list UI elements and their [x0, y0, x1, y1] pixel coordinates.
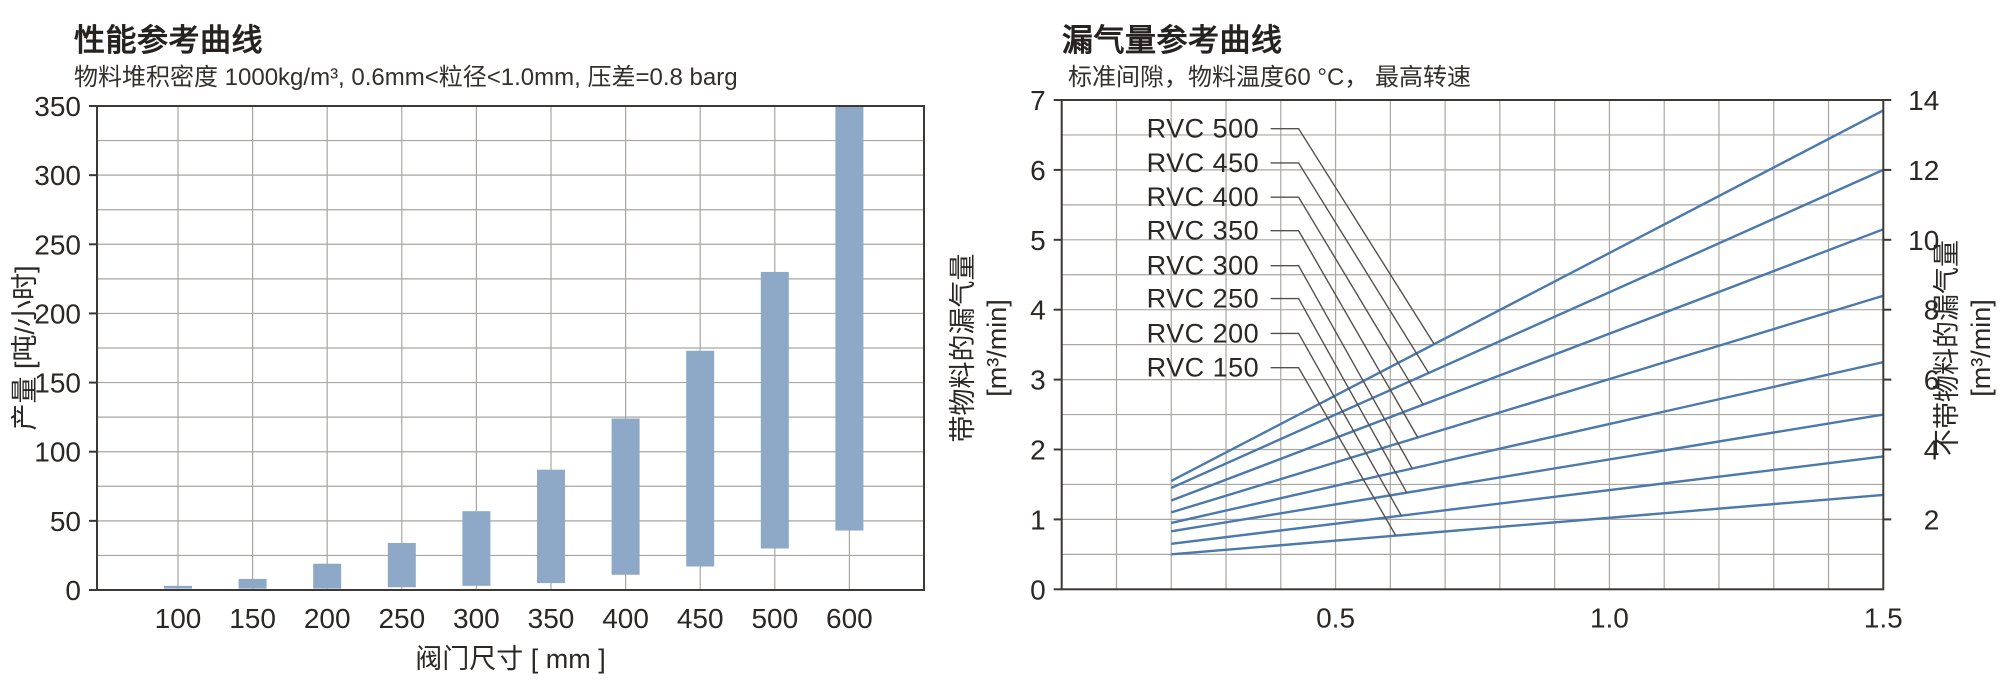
x-tick-label: 0.5 [1316, 602, 1355, 633]
leader-line [1270, 367, 1397, 536]
x-tick-label: 450 [677, 603, 724, 634]
series-line-rvc-400 [1170, 228, 1884, 502]
leakage-chart-subtitle: 标准间隙，物料温度60 °C， 最高转速 [1068, 64, 1471, 91]
bar-500 [760, 271, 789, 549]
y-right-tick-label: 2 [1924, 504, 1940, 535]
performance-chart-subtitle: 物料堆积密度 1000kg/m³, 0.6mm<粒径<1.0mm, 压差=0.8… [74, 64, 738, 91]
x-tick-label: 1.0 [1590, 602, 1629, 633]
series-line-rvc-350 [1170, 294, 1884, 514]
series-label-rvc-450: RVC 450 [1147, 148, 1260, 178]
leader-line [1270, 162, 1430, 374]
leader-line [1270, 264, 1413, 469]
x-axis-title: 阀门尺寸 [ mm ] [415, 644, 606, 674]
bar-400 [611, 418, 640, 575]
y-left-tick-label: 5 [1030, 225, 1046, 256]
bar-150 [238, 578, 267, 589]
y-right-tick-label: 10 [1908, 225, 1939, 256]
x-tick-label: 600 [826, 603, 873, 634]
y-left-tick-label: 7 [1030, 85, 1046, 116]
series-label-rvc-500: RVC 500 [1147, 114, 1260, 144]
series-label-rvc-200: RVC 200 [1147, 318, 1260, 348]
y-left-tick-label: 4 [1030, 295, 1046, 326]
y-left-axis-title-unit: [m³/min] [982, 299, 1012, 397]
y-left-tick-label: 1 [1030, 504, 1046, 535]
x-tick-label: 1.5 [1864, 602, 1903, 633]
y-right-axis-title-unit: [m³/min] [1966, 299, 1996, 397]
y-left-axis-title: 带物料的漏气量 [948, 254, 978, 443]
y-tick-label: 250 [34, 229, 81, 260]
bar-250 [387, 542, 416, 588]
y-tick-label: 100 [34, 437, 81, 468]
performance-chart-title: 性能参考曲线 [74, 23, 263, 58]
y-tick-label: 350 [34, 91, 81, 122]
series-label-rvc-300: RVC 300 [1147, 251, 1260, 281]
x-tick-label: 350 [528, 603, 575, 634]
x-tick-label: 250 [378, 603, 425, 634]
series-label-rvc-350: RVC 350 [1147, 216, 1260, 246]
series-line-rvc-300 [1170, 360, 1884, 525]
series-label-rvc-400: RVC 400 [1147, 182, 1260, 212]
y-right-tick-label: 8 [1924, 295, 1940, 326]
bar-600 [835, 106, 864, 531]
leader-line [1270, 196, 1424, 405]
y-axis-title: 产量 [吨/小时] [10, 265, 40, 430]
bar-450 [686, 350, 715, 567]
x-tick-label: 300 [453, 603, 500, 634]
y-tick-label: 50 [50, 506, 81, 537]
y-left-tick-label: 6 [1030, 155, 1046, 186]
series-line-rvc-200 [1171, 455, 1884, 546]
x-tick-label: 100 [155, 603, 202, 634]
bar-100 [164, 585, 192, 589]
leader-line [1270, 332, 1402, 516]
x-tick-label: 500 [751, 603, 798, 634]
series-label-rvc-150: RVC 150 [1147, 353, 1260, 383]
y-tick-label: 300 [34, 160, 81, 191]
bar-350 [537, 469, 565, 584]
y-tick-label: 0 [65, 575, 81, 606]
y-right-tick-label: 6 [1924, 365, 1940, 396]
x-tick-label: 200 [304, 603, 351, 634]
y-right-axis-title: 不带物料的漏气量 [1932, 240, 1962, 456]
y-tick-label: 200 [34, 298, 81, 329]
y-left-tick-label: 0 [1030, 574, 1046, 605]
bar-300 [462, 511, 491, 586]
series-line-rvc-500 [1170, 109, 1884, 483]
x-tick-label: 150 [229, 603, 276, 634]
leader-line [1270, 297, 1408, 494]
y-right-tick-label: 14 [1908, 85, 1939, 116]
series-line-rvc-150 [1171, 493, 1884, 556]
y-tick-label: 150 [34, 368, 81, 399]
bar-200 [313, 563, 342, 589]
y-left-tick-label: 2 [1030, 435, 1046, 466]
leader-line [1270, 230, 1419, 438]
performance-chart-plot: 0 50 100 150 200 250 300 350 100 150 200 250 300 350 4… [10, 91, 925, 674]
y-right-tick-label: 4 [1924, 435, 1940, 466]
leakage-chart-title: 漏气量参考曲线 [1062, 23, 1283, 58]
y-right-tick-label: 12 [1908, 155, 1939, 186]
series-line-rvc-250 [1171, 413, 1884, 533]
plot-border [1060, 99, 1885, 591]
leader-line [1270, 127, 1435, 345]
series-line-rvc-450 [1170, 168, 1884, 490]
series-label-rvc-250: RVC 250 [1147, 284, 1260, 314]
y-left-tick-label: 3 [1030, 365, 1046, 396]
plot-border [96, 105, 925, 591]
x-tick-label: 400 [602, 603, 649, 634]
